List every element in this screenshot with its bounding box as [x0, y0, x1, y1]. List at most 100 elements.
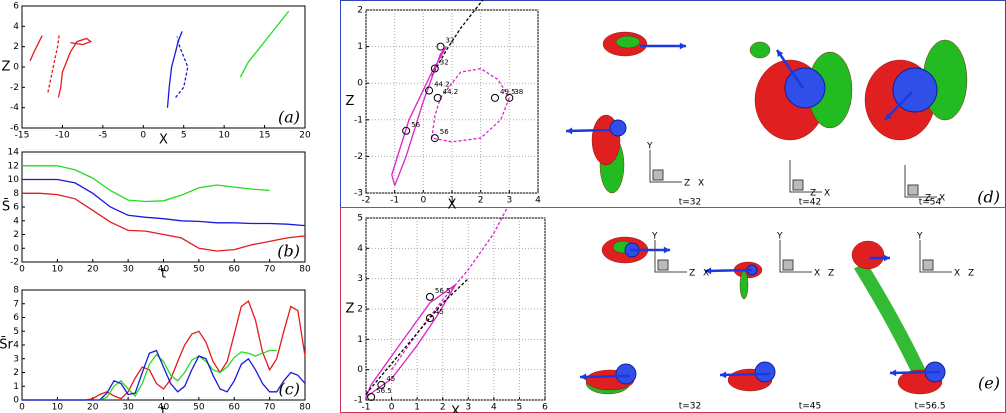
plot-frame	[365, 217, 546, 401]
snapshot-label: t=45	[799, 402, 822, 412]
triad-label: X	[954, 269, 960, 279]
time-label: 56.5	[435, 287, 451, 295]
y-tick-label: 1	[13, 382, 19, 392]
snapshot-label: t=54	[919, 198, 942, 208]
time-label: 32	[446, 37, 455, 45]
time-marker	[367, 392, 376, 401]
y-tick-label: 0	[357, 79, 363, 89]
snapshot-label: t=42	[799, 198, 822, 208]
time-marker	[425, 314, 434, 323]
arrow-head	[885, 113, 892, 120]
y-tick-label: 10	[8, 175, 20, 185]
axis-triad	[789, 160, 822, 193]
sphere	[615, 363, 637, 385]
time-marker	[430, 64, 439, 73]
axis-triad	[904, 165, 937, 198]
triad-label: Y	[651, 232, 658, 242]
snapshot-label: t=32	[679, 198, 702, 208]
axis-triad-box	[907, 184, 919, 196]
x-tick-label: 1	[449, 196, 455, 206]
time-label: 38	[514, 88, 523, 96]
velocity-arrow	[775, 49, 805, 89]
time-marker	[425, 86, 434, 95]
x-tick-label: 0	[420, 196, 426, 206]
series-line	[22, 349, 277, 401]
x-tick-label: 10	[52, 265, 64, 275]
time-label: 56	[411, 121, 420, 129]
x-tick-label: 5	[181, 131, 187, 141]
x-tick-label: 2	[478, 196, 484, 206]
plot-frame	[21, 151, 306, 263]
time-marker	[433, 93, 442, 102]
triad-label: Z	[968, 269, 974, 279]
y-tick-label: 2	[13, 230, 19, 240]
velocity-arrow	[889, 370, 941, 375]
y-tick-label: 6	[13, 2, 19, 12]
y-tick-label: 12	[8, 161, 19, 171]
y-tick-label: 2	[357, 6, 363, 16]
series-line	[365, 278, 469, 395]
y-tick-label: 14	[8, 148, 20, 158]
x-tick-label: 0	[389, 403, 395, 413]
velocity-arrow	[704, 268, 753, 273]
series-line	[57, 37, 93, 98]
y-tick-label: 4	[13, 216, 19, 226]
axis-triad-box	[782, 259, 794, 271]
x-tick-label: -1	[362, 403, 371, 413]
series-line	[29, 35, 43, 62]
velocity-arrow	[579, 374, 631, 379]
series-line	[391, 46, 447, 186]
x-tick-label: 10	[218, 131, 230, 141]
series-line	[175, 36, 189, 98]
x-tick-label: 70	[264, 265, 276, 275]
x-tick-label: 2	[440, 403, 446, 413]
y-axis-label: Z	[346, 302, 355, 317]
x-tick-label: 0	[140, 131, 146, 141]
y-tick-label: 1	[357, 335, 363, 345]
x-tick-label: 10	[52, 403, 64, 413]
time-label: 44.2	[434, 81, 450, 89]
y-tick-label: -4	[10, 103, 19, 113]
x-tick-label: 30	[122, 403, 134, 413]
triad-label: Z	[828, 269, 834, 279]
series-line	[166, 31, 183, 108]
y-axis-label: Z	[2, 60, 11, 75]
y-tick-label: 6	[13, 203, 19, 213]
triad-label: Y	[916, 232, 923, 242]
axis-triad-box	[922, 259, 934, 271]
arrow-head	[777, 50, 784, 57]
time-label: 56	[440, 128, 449, 136]
x-axis-label: t	[161, 405, 166, 413]
y-tick-label: -3	[354, 189, 363, 199]
time-marker	[377, 380, 386, 389]
axis-triad-box	[652, 169, 664, 181]
y-tick-label: -2	[10, 258, 19, 268]
x-tick-label: -10	[55, 131, 70, 141]
x-tick-label: 70	[264, 403, 276, 413]
time-marker	[425, 292, 434, 301]
x-tick-label: 20	[87, 403, 99, 413]
x-tick-label: 60	[229, 403, 241, 413]
x-tick-label: 40	[158, 403, 170, 413]
vortex-shape	[749, 41, 771, 59]
series-line	[22, 178, 306, 227]
snapshot-label: t=56.5	[914, 402, 945, 412]
triad-label: Z	[684, 179, 690, 189]
time-label: 32	[440, 59, 449, 67]
triad-label: X	[703, 269, 709, 279]
y-tick-label: 2	[357, 305, 363, 315]
x-tick-label: 50	[193, 403, 205, 413]
time-marker	[430, 134, 439, 143]
series-line	[239, 10, 290, 78]
panel-label: (e)	[978, 374, 1000, 393]
x-tick-label: -15	[15, 131, 30, 141]
triad-label: X	[814, 269, 820, 279]
y-tick-label: -1	[354, 396, 363, 406]
time-marker	[505, 93, 514, 102]
x-tick-label: 80	[299, 265, 311, 275]
triad-label: X	[824, 189, 830, 199]
y-tick-label: 0	[13, 63, 19, 73]
x-axis-label: X	[159, 133, 168, 148]
y-tick-label: 7	[13, 299, 19, 309]
series-line	[47, 34, 60, 93]
